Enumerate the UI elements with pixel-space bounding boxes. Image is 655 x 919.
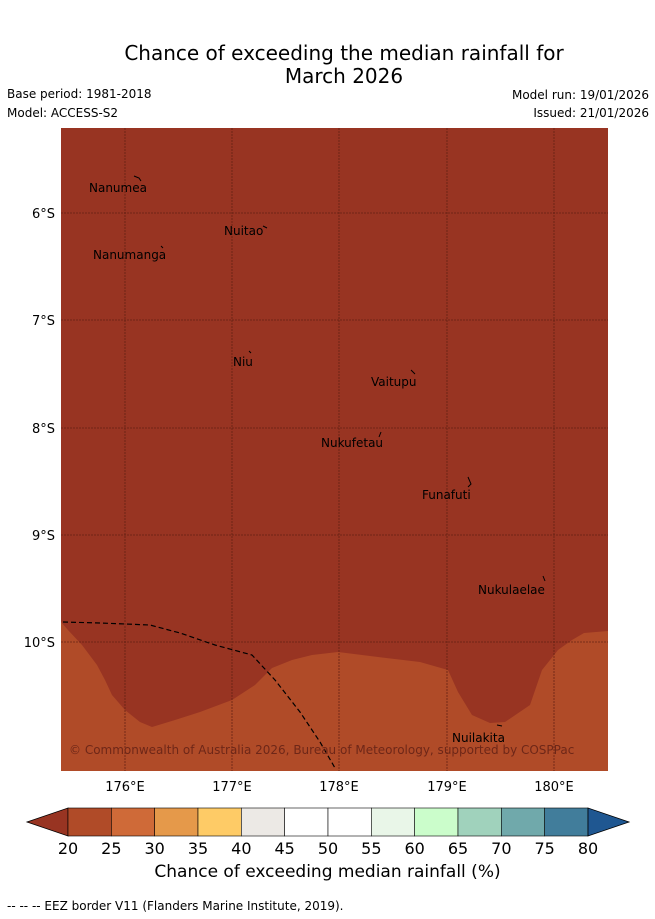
model-run-label: Model run: 19/01/2026 <box>511 88 649 102</box>
colorbar-tick-40: 40 <box>231 839 251 858</box>
colorbar-segment-35-40 <box>197 807 242 837</box>
colorbar: 20 25 30 35 40 45 50 55 60 65 70 75 80 <box>25 807 631 858</box>
colorbar-tick-70: 70 <box>491 839 511 858</box>
colorbar-title: Chance of exceeding median rainfall (%) <box>154 862 501 882</box>
lon-label-177e: 177°E <box>212 780 252 795</box>
island-label-vaitupu: Vaitupu <box>371 375 417 389</box>
issued-label: Issued: 21/01/2026 <box>533 106 649 120</box>
lon-label-180e: 180°E <box>534 780 574 795</box>
lon-label-176e: 176°E <box>105 780 145 795</box>
colorbar-segment-30-35 <box>154 807 199 837</box>
colorbar-tick-35: 35 <box>188 839 208 858</box>
colorbar-segment-50-55 <box>327 807 372 837</box>
colorbar-tick-75: 75 <box>534 839 554 858</box>
colorbar-segment-65-70 <box>457 807 502 837</box>
map-region-25-30 <box>61 622 608 771</box>
island-shapes <box>133 175 546 727</box>
map-gridlines <box>61 128 608 771</box>
island-label-nanumea: Nanumea <box>89 181 147 195</box>
colorbar-segment-55-60 <box>371 807 415 837</box>
island-label-nuilakita: Nuilakita <box>452 731 505 745</box>
lat-label-10s: 10°S <box>24 636 55 651</box>
colorbar-segments <box>25 807 631 837</box>
colorbar-tick-25: 25 <box>101 839 121 858</box>
rainfall-map: Nanumea Nuitao Nanumanga Niu Vaitupu Nuk… <box>24 128 608 795</box>
colorbar-tick-80: 80 <box>578 839 598 858</box>
map-title-line1: Chance of exceeding the median rainfall … <box>124 41 564 65</box>
colorbar-tick-50: 50 <box>318 839 338 858</box>
lon-label-179e: 179°E <box>427 780 467 795</box>
colorbar-tick-20: 20 <box>58 839 78 858</box>
colorbar-segment-25-30 <box>111 807 155 837</box>
base-period-label: Base period: 1981-2018 <box>7 87 152 101</box>
lat-label-9s: 9°S <box>32 529 55 544</box>
colorbar-segment-40-45 <box>241 807 285 837</box>
colorbar-segment-70-75 <box>501 807 545 837</box>
island-label-nanumanga: Nanumanga <box>93 248 166 262</box>
island-label-nukulaelae: Nukulaelae <box>478 583 545 597</box>
colorbar-tick-45: 45 <box>274 839 294 858</box>
island-label-funafuti: Funafuti <box>422 488 471 502</box>
copyright-notice: © Commonwealth of Australia 2026, Bureau… <box>69 743 574 757</box>
lat-label-8s: 8°S <box>32 422 55 437</box>
colorbar-tick-30: 30 <box>144 839 164 858</box>
island-label-nukufetau: Nukufetau <box>321 436 383 450</box>
island-label-niu: Niu <box>233 355 253 369</box>
colorbar-tick-60: 60 <box>404 839 424 858</box>
colorbar-tick-55: 55 <box>361 839 381 858</box>
lat-label-6s: 6°S <box>32 207 55 222</box>
model-label: Model: ACCESS-S2 <box>7 106 119 120</box>
island-label-nuitao: Nuitao <box>224 224 263 238</box>
lon-label-178e: 178°E <box>319 780 359 795</box>
colorbar-extend-high <box>587 807 631 837</box>
colorbar-tick-labels: 20 25 30 35 40 45 50 55 60 65 70 75 80 <box>58 839 598 858</box>
colorbar-segment-20-25 <box>67 807 112 837</box>
colorbar-tick-65: 65 <box>448 839 468 858</box>
colorbar-segment-45-50 <box>284 807 329 837</box>
colorbar-extend-low <box>25 807 69 837</box>
eez-border-legend: -- -- -- EEZ border V11 (Flanders Marine… <box>7 899 344 913</box>
colorbar-segment-60-65 <box>414 807 459 837</box>
lat-label-7s: 7°S <box>32 314 55 329</box>
colorbar-segment-75-80 <box>544 807 589 837</box>
map-title-line2: March 2026 <box>284 64 404 88</box>
